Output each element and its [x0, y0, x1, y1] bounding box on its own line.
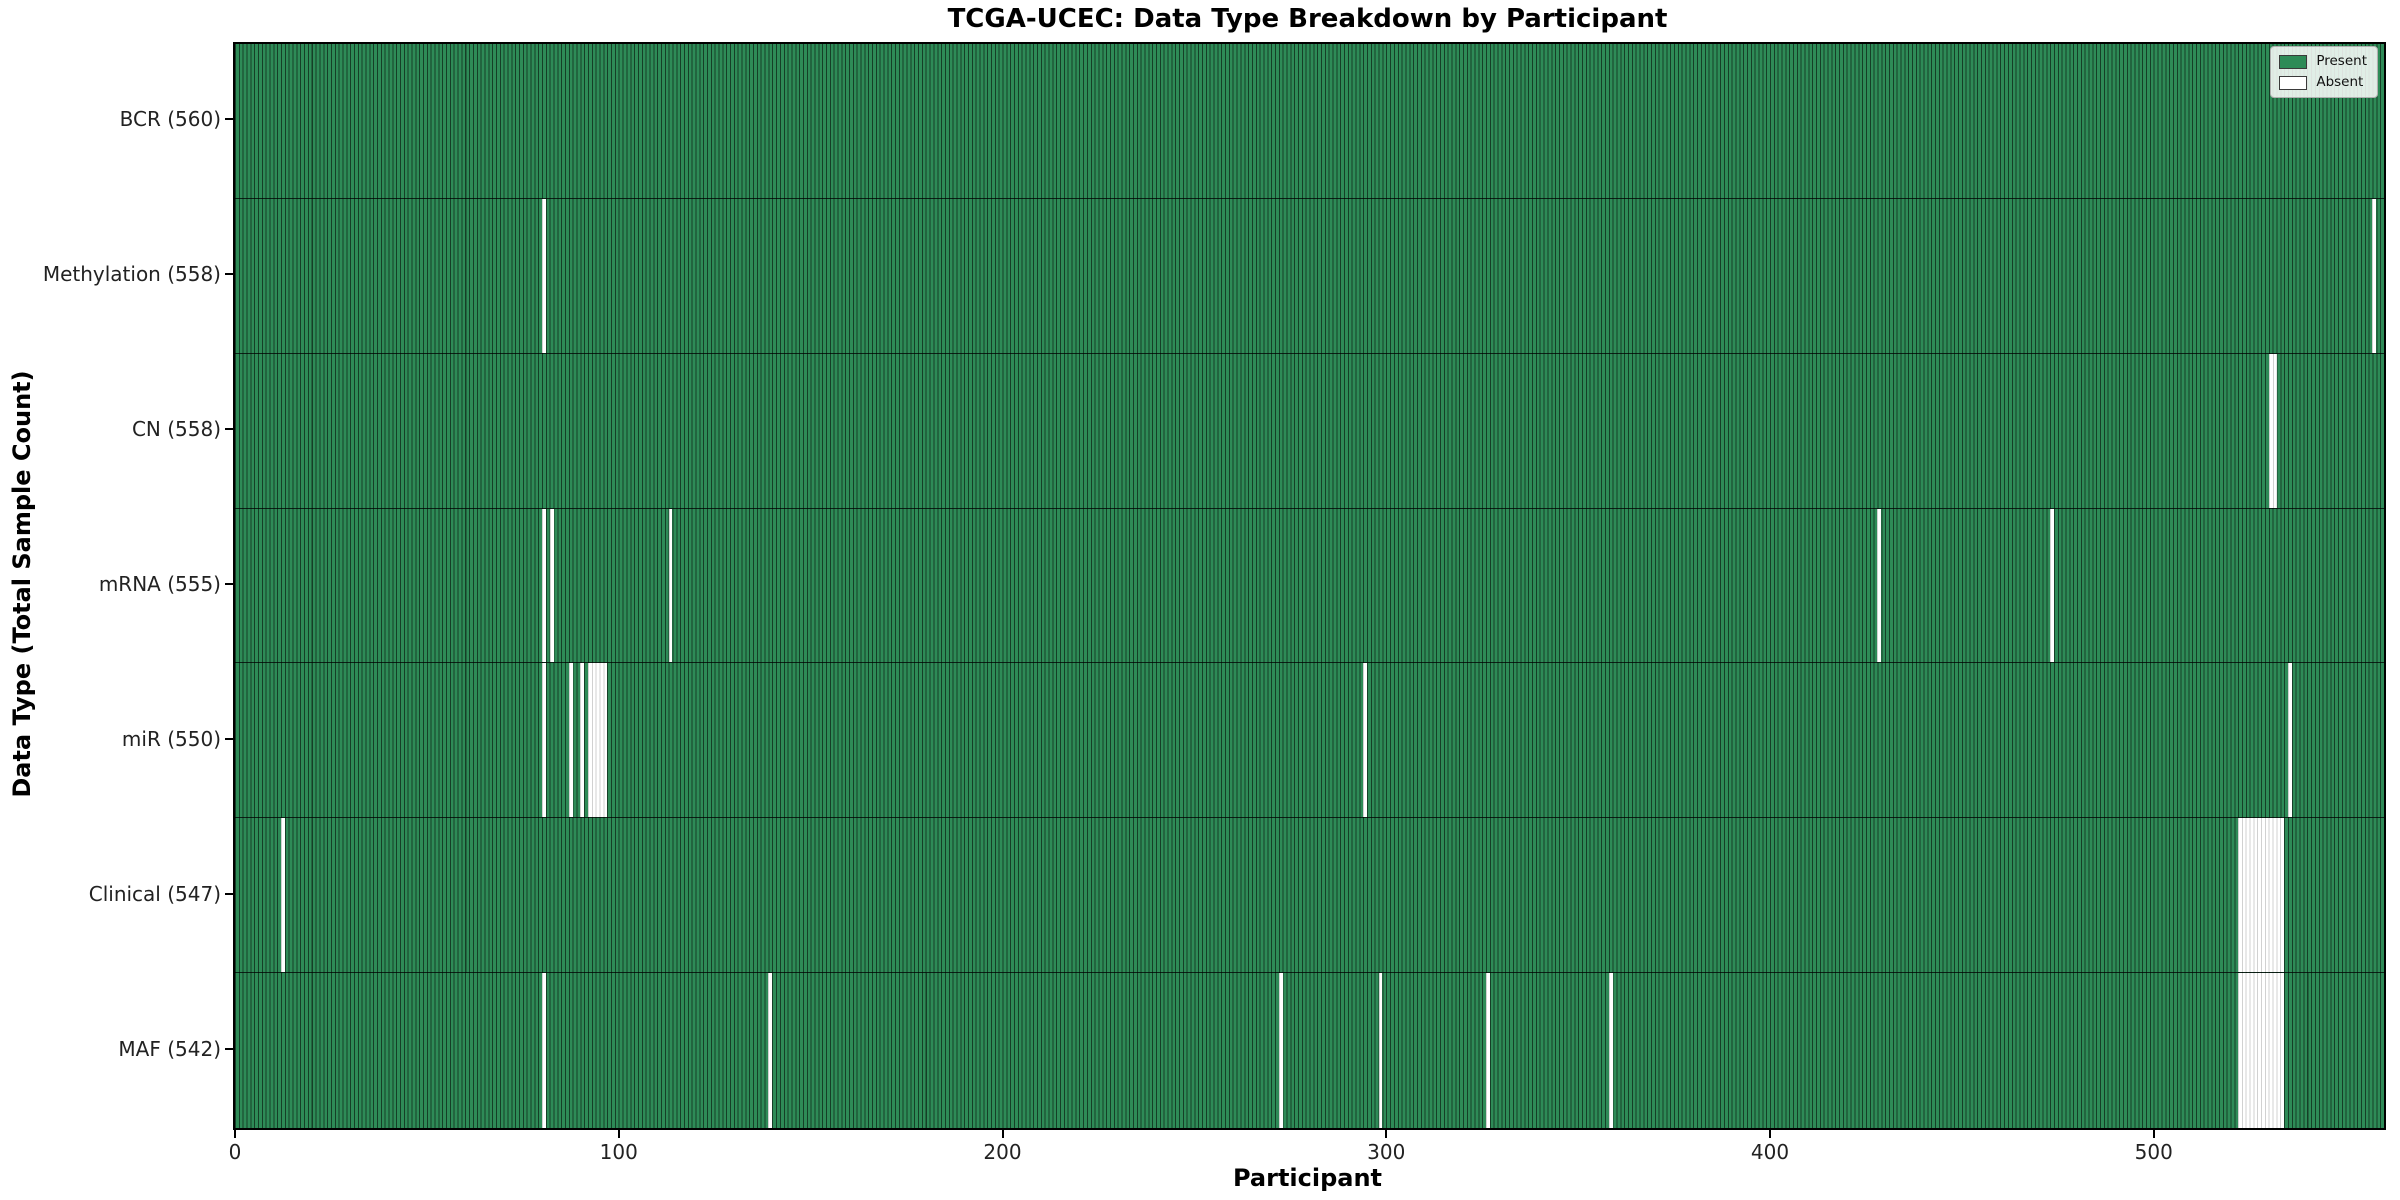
x-tick-label: 200	[983, 1140, 1022, 1164]
legend-entry-present: Present	[2279, 54, 2367, 69]
y-tick-label-clinical: Clinical (547)	[88, 881, 221, 906]
absent-stripe	[768, 973, 773, 1128]
y-tick-label-mrna: mRNA (555)	[98, 572, 221, 596]
present-swatch-icon	[2279, 54, 2308, 69]
y-tick-label-bcr: BCR (560)	[119, 107, 221, 132]
absent-stripe	[1877, 508, 1882, 663]
y-tick-mark	[225, 737, 233, 740]
absent-swatch-icon	[2279, 75, 2308, 90]
absent-stripe	[1486, 973, 1490, 1128]
x-tick-mark	[1385, 1128, 1388, 1138]
row-band-mrna	[235, 508, 2384, 664]
absent-stripe	[542, 198, 546, 353]
absent-stripe	[568, 663, 573, 818]
legend-label-absent: Absent	[2316, 74, 2364, 90]
y-tick-mark	[225, 428, 233, 431]
absent-stripe	[1378, 973, 1383, 1128]
x-tick-label: 400	[1750, 1140, 1790, 1164]
y-tick-mark	[225, 583, 233, 585]
absent-stripe	[588, 663, 608, 818]
legend: Present Absent	[2270, 46, 2378, 98]
x-tick-mark	[2152, 1128, 2155, 1138]
y-tick-label-cn: CN (558)	[131, 417, 221, 442]
chart-title: TCGA-UCEC: Data Type Breakdown by Partic…	[947, 4, 1668, 34]
legend-label-present: Present	[2316, 53, 2367, 69]
x-tick-label: 300	[1367, 1140, 1406, 1164]
row-band-methylation	[235, 198, 2384, 354]
absent-stripe	[542, 663, 546, 818]
absent-stripe	[549, 508, 554, 663]
x-tick-mark	[1769, 1128, 1771, 1138]
absent-stripe	[580, 663, 585, 818]
plot-area	[233, 42, 2386, 1130]
absent-stripe	[2238, 818, 2285, 973]
x-tick-mark	[617, 1128, 620, 1138]
row-band-cn	[235, 353, 2384, 509]
y-tick-mark	[225, 1047, 233, 1050]
absent-stripe	[542, 973, 546, 1128]
x-tick-label: 0	[228, 1140, 242, 1164]
y-tick-label-maf: MAF (542)	[118, 1036, 221, 1061]
x-tick-label: 500	[2134, 1140, 2173, 1164]
y-tick-mark	[225, 892, 233, 895]
y-tick-mark	[225, 118, 233, 121]
x-axis-label: Participant	[1232, 1164, 1383, 1192]
absent-stripe	[1278, 973, 1283, 1128]
x-tick-mark	[1001, 1128, 1004, 1138]
row-band-maf	[235, 973, 2384, 1128]
absent-stripe	[2050, 508, 2054, 663]
absent-stripe	[281, 818, 285, 973]
absent-stripe	[2288, 663, 2292, 818]
absent-stripe	[668, 508, 673, 663]
legend-entry-absent: Absent	[2279, 75, 2367, 90]
absent-stripe	[542, 508, 546, 663]
row-band-bcr	[235, 44, 2384, 199]
absent-stripe	[2268, 353, 2277, 508]
x-tick-label: 100	[599, 1140, 638, 1164]
y-tick-mark	[225, 273, 233, 276]
absent-stripe	[1363, 663, 1368, 818]
absent-stripe	[2372, 198, 2377, 353]
y-tick-label-methylation: Methylation (558)	[42, 262, 221, 287]
row-band-mir	[235, 663, 2384, 819]
absent-stripe	[1608, 973, 1613, 1128]
y-tick-label-mir: miR (550)	[121, 726, 221, 751]
absent-stripe	[2238, 973, 2285, 1128]
x-tick-mark	[234, 1128, 236, 1138]
row-band-clinical	[235, 818, 2384, 974]
